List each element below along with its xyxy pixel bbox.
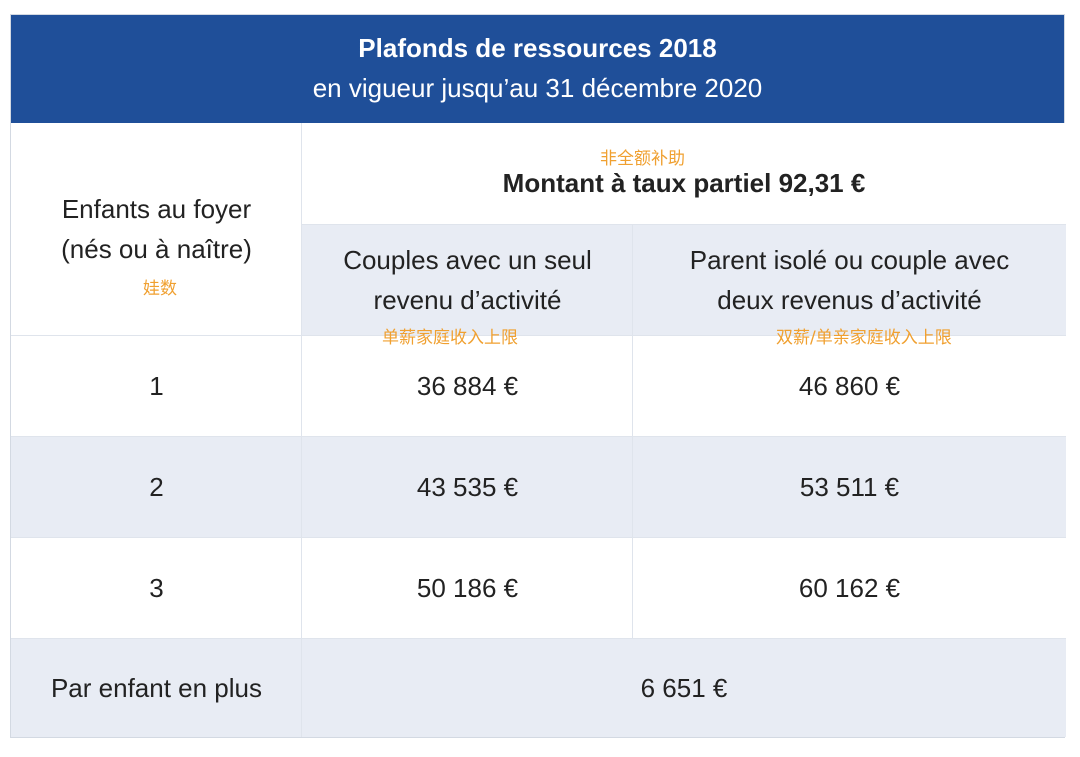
- header-dual-income-cell: Parent isolé ou couple avec deux revenus…: [633, 225, 1066, 335]
- income-ceiling-table: Plafonds de ressources 2018 en vigueur j…: [10, 14, 1066, 738]
- table-row: 3: [11, 537, 302, 638]
- header-children-line1: Enfants au foyer: [61, 194, 252, 224]
- table-cell: 43 535 €: [302, 436, 633, 537]
- annotation-single-income: 单薪家庭收入上限: [382, 328, 518, 348]
- footer-label-cell: Par enfant en plus: [11, 638, 302, 737]
- row-single-income: 43 535 €: [416, 471, 519, 502]
- divider: [302, 224, 1066, 225]
- annotation-amount: 非全额补助: [600, 149, 685, 169]
- row-dual-income: 60 162 €: [798, 572, 901, 603]
- table-cell: 53 511 €: [633, 436, 1066, 537]
- divider: [11, 335, 1066, 336]
- row-dual-income: 46 860 €: [798, 370, 901, 401]
- row-single-income: 50 186 €: [416, 572, 519, 603]
- footer-value: 6 651 €: [640, 672, 728, 703]
- table-title: Plafonds de ressources 2018: [358, 33, 717, 63]
- header-dual-line2: deux revenus d’activité: [717, 285, 982, 315]
- table-cell: 50 186 €: [302, 537, 633, 638]
- header-amount-cell: Montant à taux partiel 92,31 €: [302, 123, 1066, 225]
- table-row: 2: [11, 436, 302, 537]
- table-cell: 36 884 €: [302, 335, 633, 436]
- table-subtitle: en vigueur jusqu’au 31 décembre 2020: [312, 73, 763, 103]
- header-single-line1: Couples avec un seul: [343, 245, 592, 275]
- annotation-dual-income: 双薪/单亲家庭收入上限: [776, 328, 952, 348]
- header-single-line2: revenu d’activité: [373, 285, 562, 315]
- divider: [301, 123, 302, 737]
- divider: [11, 638, 1066, 639]
- table-title-bar: Plafonds de ressources 2018 en vigueur j…: [11, 15, 1064, 123]
- table-cell: 60 162 €: [633, 537, 1066, 638]
- table-row: 1: [11, 335, 302, 436]
- header-children-line2: (nés ou à naître): [61, 234, 252, 264]
- header-amount: Montant à taux partiel 92,31 €: [502, 168, 866, 198]
- annotation-children: 娃数: [143, 279, 177, 299]
- header-single-income-cell: Couples avec un seul revenu d’activité: [302, 225, 633, 335]
- divider: [632, 225, 633, 638]
- row-children: 1: [149, 370, 164, 401]
- row-dual-income: 53 511 €: [799, 471, 900, 502]
- header-children-cell: Enfants au foyer (nés ou à naître): [11, 123, 302, 335]
- table-cell: 46 860 €: [633, 335, 1066, 436]
- header-dual-line1: Parent isolé ou couple avec: [689, 245, 1010, 275]
- divider: [11, 436, 1066, 437]
- footer-value-cell: 6 651 €: [302, 638, 1066, 737]
- footer-label: Par enfant en plus: [50, 672, 263, 703]
- row-children: 2: [149, 471, 164, 502]
- row-children: 3: [149, 572, 164, 603]
- row-single-income: 36 884 €: [416, 370, 519, 401]
- divider: [11, 537, 1066, 538]
